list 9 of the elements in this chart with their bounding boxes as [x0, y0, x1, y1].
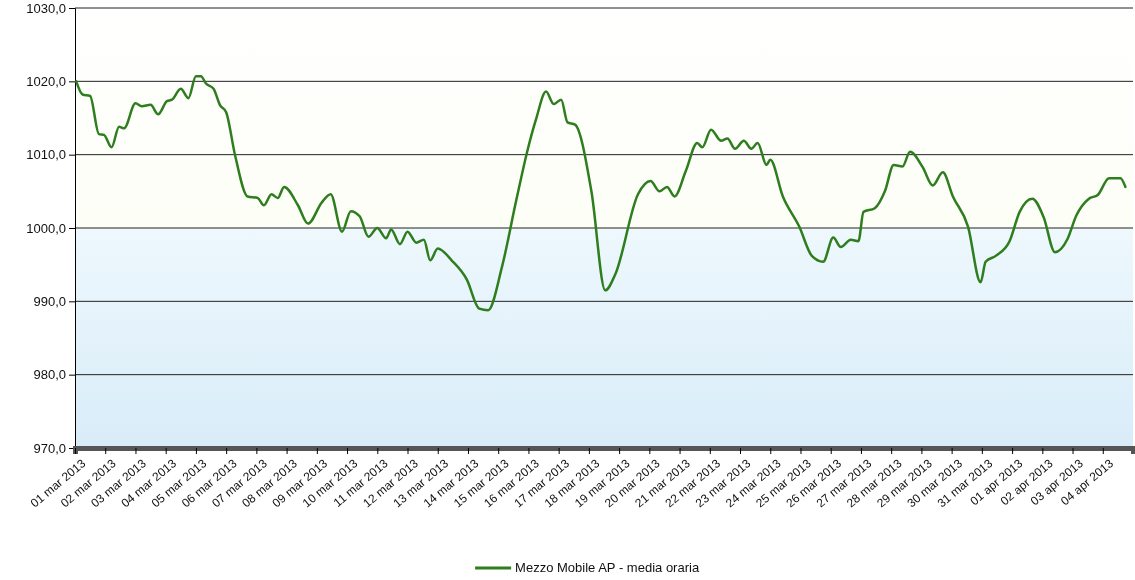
- y-tick-label: 1020,0: [26, 73, 66, 89]
- y-tick-label: 1000,0: [26, 220, 66, 236]
- legend-label: Mezzo Mobile AP - media oraria: [515, 560, 700, 575]
- y-tick-label: 990,0: [33, 293, 66, 309]
- line-series: [75, 74, 1127, 312]
- y-tick-label: 980,0: [33, 367, 66, 383]
- y-tick-label: 970,0: [33, 440, 66, 456]
- y-tick-label: 1010,0: [26, 147, 66, 163]
- y-tick-label: 1030,0: [26, 0, 66, 16]
